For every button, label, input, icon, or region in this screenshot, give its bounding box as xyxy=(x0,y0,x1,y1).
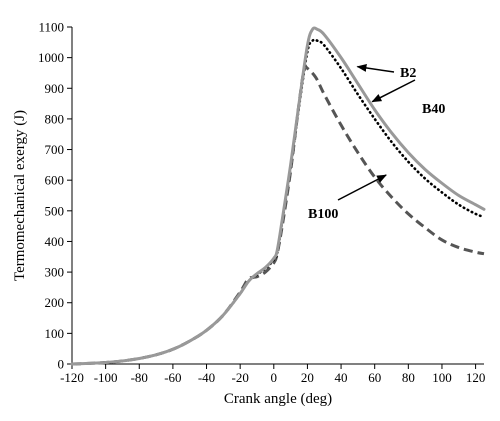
x-tick-label: 80 xyxy=(402,370,415,385)
series-lines xyxy=(70,26,486,366)
y-axis-title: Termomechanical exergy (J) xyxy=(12,110,28,281)
y-tick-label: 0 xyxy=(58,357,65,372)
x-tick-label: -80 xyxy=(131,370,148,385)
x-tick-label: -60 xyxy=(164,370,181,385)
x-tick-label: 40 xyxy=(335,370,348,385)
x-tick-label: -100 xyxy=(94,370,118,385)
x-tick-label: -40 xyxy=(198,370,215,385)
y-tick-label: 400 xyxy=(45,234,65,249)
y-tick-label: 200 xyxy=(45,295,65,310)
series-annotations: B2 B40 B100 xyxy=(308,64,445,222)
y-tick-label: 700 xyxy=(45,142,65,157)
x-tick-label: 120 xyxy=(466,370,486,385)
x-tick-label: -120 xyxy=(60,370,84,385)
series-label-b40: B40 xyxy=(422,102,445,117)
axes: 010020030040050060070080090010001100-120… xyxy=(38,20,485,386)
y-tick-label: 800 xyxy=(45,111,65,126)
x-tick-label: 20 xyxy=(301,370,314,385)
y-tick-label: 1100 xyxy=(38,20,64,35)
y-tick-label: 500 xyxy=(45,203,65,218)
annotation-arrow-b100 xyxy=(337,174,387,201)
y-tick-label: 300 xyxy=(45,265,65,280)
y-tick-label: 900 xyxy=(45,81,65,96)
series-line-b40 xyxy=(70,38,486,366)
y-tick-label: 100 xyxy=(45,326,65,341)
annotation-arrow-b40 xyxy=(371,79,416,103)
series-label-b2: B2 xyxy=(400,66,416,81)
y-tick-label: 1000 xyxy=(38,50,64,65)
x-tick-label: 0 xyxy=(271,370,278,385)
x-axis-title: Crank angle (deg) xyxy=(224,391,332,407)
y-tick-label: 600 xyxy=(45,173,65,188)
annotation-arrow-b2 xyxy=(356,64,395,73)
series-line-b2 xyxy=(70,26,486,366)
series-label-b100: B100 xyxy=(308,207,338,222)
x-tick-label: 60 xyxy=(368,370,381,385)
x-tick-label: 100 xyxy=(432,370,452,385)
x-tick-label: -20 xyxy=(231,370,248,385)
